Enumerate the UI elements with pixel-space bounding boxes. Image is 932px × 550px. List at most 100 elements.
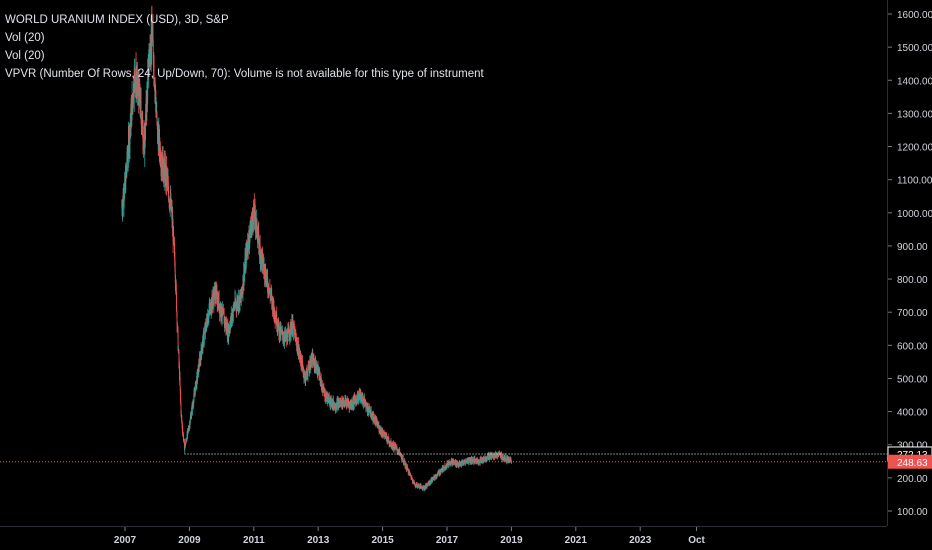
candle-body bbox=[407, 468, 409, 472]
candle-body bbox=[376, 420, 378, 426]
candle-body bbox=[390, 440, 392, 447]
candle-body bbox=[478, 460, 480, 463]
candle-body bbox=[291, 321, 293, 333]
candle-body bbox=[495, 453, 497, 456]
candle-body bbox=[177, 331, 179, 351]
candle-body bbox=[386, 435, 387, 438]
legend-title[interactable]: WORLD URANIUM INDEX (USD), 3D, S&P bbox=[5, 14, 229, 26]
candle-body bbox=[179, 376, 181, 386]
candle-body bbox=[180, 398, 182, 405]
price-label-box bbox=[888, 454, 932, 469]
y-axis[interactable]: 1600.00 1500.00 1400.00 1300.00 1200.00 1100.… bbox=[888, 10, 932, 518]
candle-body bbox=[420, 485, 422, 487]
candle-body bbox=[196, 373, 198, 385]
candle-body bbox=[310, 359, 312, 367]
candle-body bbox=[370, 410, 372, 414]
candle-body bbox=[156, 119, 158, 124]
candle-body bbox=[222, 307, 223, 313]
candle-body bbox=[378, 425, 380, 431]
candle-body bbox=[370, 409, 372, 416]
candle-body bbox=[151, 22, 153, 51]
candle-body bbox=[226, 325, 228, 335]
candle-body bbox=[276, 313, 278, 327]
candle-body bbox=[414, 483, 416, 486]
y-tick-label: 700.00 bbox=[897, 308, 928, 319]
candle-body bbox=[191, 403, 193, 412]
candle-body bbox=[490, 453, 492, 459]
candle-body bbox=[228, 327, 230, 338]
y-tick-label: 1400.00 bbox=[897, 76, 932, 87]
x-tick-label: 2023 bbox=[629, 535, 652, 546]
candle-body bbox=[180, 404, 182, 414]
candle-body bbox=[175, 284, 177, 294]
candle-body bbox=[468, 458, 470, 463]
candle-body bbox=[152, 31, 153, 42]
candle-body bbox=[473, 458, 475, 462]
legend-volume-2[interactable]: Vol (20) bbox=[5, 50, 45, 62]
x-axis[interactable]: 2007 2009 2011 2013 2015 2017 2019 2021 2023 Oct bbox=[114, 527, 706, 546]
candle-body bbox=[361, 396, 363, 402]
candle-body bbox=[189, 418, 191, 423]
candle-body bbox=[124, 186, 125, 199]
candle-body bbox=[415, 486, 417, 487]
candle-body bbox=[330, 397, 332, 405]
candle-body bbox=[200, 347, 202, 352]
candle-body bbox=[180, 390, 181, 399]
candle-body bbox=[253, 209, 254, 226]
candle-body bbox=[277, 324, 279, 331]
candle-body bbox=[164, 166, 166, 181]
y-tick-label: 1100.00 bbox=[897, 176, 932, 187]
candle-body bbox=[250, 228, 251, 238]
candle-body bbox=[257, 236, 259, 241]
candle-body bbox=[149, 47, 151, 58]
candle-body bbox=[383, 432, 385, 435]
candle-body bbox=[202, 334, 204, 347]
candle-body bbox=[321, 381, 322, 387]
candle-body bbox=[264, 278, 266, 280]
legend-volume-1[interactable]: Vol (20) bbox=[5, 32, 45, 44]
candle-body bbox=[428, 482, 430, 485]
candle-body bbox=[394, 444, 395, 449]
candle-body bbox=[184, 447, 186, 451]
candle-body bbox=[340, 400, 342, 406]
candle-body bbox=[193, 392, 195, 399]
candle-body bbox=[176, 293, 177, 310]
candle-body bbox=[321, 384, 323, 390]
candle-body bbox=[398, 450, 400, 453]
y-tick-label: 100.00 bbox=[897, 507, 928, 518]
candle-body bbox=[294, 333, 296, 335]
candle-body bbox=[474, 458, 476, 461]
candle-body bbox=[387, 436, 389, 441]
candle-body bbox=[412, 481, 414, 483]
candle-body bbox=[490, 453, 491, 458]
candle-body bbox=[197, 374, 199, 378]
candle-body bbox=[189, 422, 191, 427]
y-tick-label: 200.00 bbox=[897, 474, 928, 485]
candle-body bbox=[394, 448, 396, 451]
candle-body bbox=[174, 270, 176, 277]
candle-body bbox=[272, 300, 274, 313]
candle-body bbox=[489, 454, 491, 458]
candle-body bbox=[434, 475, 436, 477]
candle-body bbox=[349, 403, 350, 409]
candle-body bbox=[255, 221, 257, 230]
candle-body bbox=[131, 94, 133, 119]
candle-body bbox=[438, 471, 440, 475]
candle-body bbox=[162, 153, 164, 174]
candle-body bbox=[362, 396, 364, 403]
candle-body bbox=[153, 60, 155, 80]
candle-body bbox=[368, 406, 370, 412]
price-lines-layer bbox=[0, 453, 887, 463]
candle-body bbox=[379, 426, 381, 431]
candle-body bbox=[407, 466, 408, 469]
candle-body bbox=[365, 405, 367, 409]
candle-body bbox=[373, 415, 374, 420]
candle-body bbox=[173, 229, 175, 238]
candle-body bbox=[483, 456, 485, 459]
candle-body bbox=[148, 65, 150, 75]
candle-body bbox=[444, 465, 446, 470]
candle-body bbox=[373, 416, 375, 419]
candle-body bbox=[175, 276, 176, 286]
legend-vpvr[interactable]: VPVR (Number Of Rows, 24, Up/Down, 70): … bbox=[5, 68, 484, 80]
